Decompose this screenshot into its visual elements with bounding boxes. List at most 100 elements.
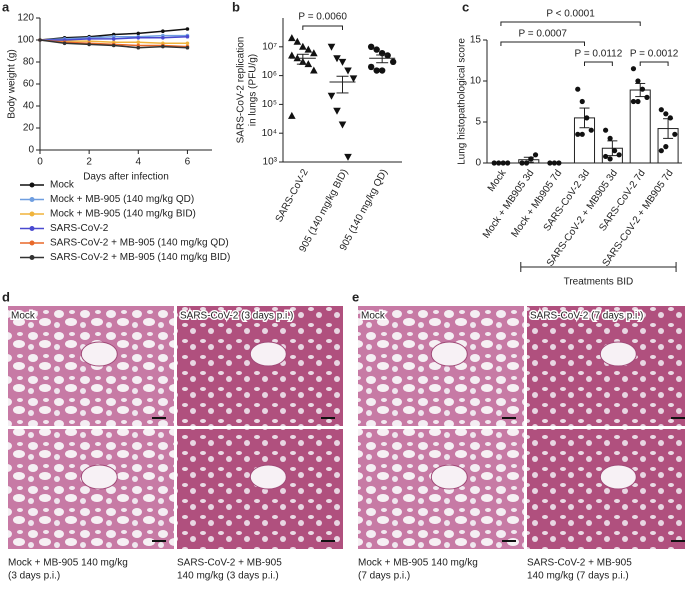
point	[87, 42, 91, 47]
y-axis-label: Body weight (g)	[7, 49, 18, 118]
point	[607, 156, 613, 162]
point	[338, 121, 347, 129]
point	[161, 44, 165, 49]
point	[556, 160, 562, 166]
legend-marker	[29, 197, 35, 202]
point	[288, 111, 296, 119]
point	[612, 148, 618, 154]
point	[299, 42, 307, 50]
airway	[430, 464, 468, 490]
caption: Mock	[361, 311, 386, 322]
point	[575, 131, 581, 137]
point	[603, 153, 609, 160]
airway	[80, 464, 118, 490]
y-tick-label: 20	[23, 123, 35, 134]
x-tick-label: Mock + Mb905 7d	[510, 168, 565, 240]
annotation: P < 0.0001	[546, 9, 595, 20]
caption: SARS-CoV-2 + MB-905	[177, 558, 282, 569]
legend-marker	[29, 240, 35, 246]
point	[519, 160, 525, 166]
point	[575, 86, 581, 92]
point	[185, 41, 190, 46]
point	[136, 31, 141, 36]
legend-label: Mock	[50, 180, 75, 191]
point	[136, 45, 141, 50]
caption: SARS-CoV-2 (7 days p.i.)	[530, 311, 643, 322]
point	[523, 160, 530, 166]
point	[630, 98, 637, 105]
airway	[599, 341, 637, 367]
histology-image	[527, 429, 685, 549]
legend-marker	[29, 255, 35, 260]
bracket	[584, 61, 613, 66]
point	[111, 43, 116, 48]
y-tick-label: 10	[470, 76, 482, 87]
point	[378, 67, 386, 74]
point	[588, 127, 594, 133]
point	[547, 160, 553, 166]
point	[579, 98, 585, 105]
y-tick-label: 0	[475, 158, 481, 169]
point	[635, 98, 641, 105]
bracket	[302, 25, 343, 30]
point	[185, 34, 190, 39]
point	[344, 67, 352, 75]
bracket	[639, 61, 669, 66]
point	[185, 27, 190, 31]
caption: 140 mg/kg (3 days p.i.)	[177, 571, 279, 582]
panel-label: d	[2, 289, 10, 304]
airway	[430, 341, 468, 367]
annotation: P = 0.0007	[518, 29, 567, 40]
point	[288, 51, 296, 59]
point	[644, 94, 650, 100]
x-axis-label: Days after infection	[83, 172, 169, 183]
point	[136, 36, 141, 40]
point	[310, 66, 318, 74]
point	[607, 135, 613, 141]
x-tick-label: 0	[37, 157, 43, 168]
point	[663, 144, 669, 150]
caption: (3 days p.i.)	[8, 571, 60, 582]
airway	[599, 464, 637, 490]
annotation: P = 0.0112	[575, 49, 623, 60]
point	[667, 115, 673, 121]
panel-label: a	[2, 0, 10, 14]
point	[62, 41, 67, 46]
point	[349, 75, 358, 83]
histology-image	[8, 306, 174, 426]
x-tick-label: 2	[86, 157, 92, 168]
x-tick-label: SARS-CoV-2	[274, 167, 311, 224]
panel-label: c	[462, 0, 469, 14]
y-tick-label: 40	[23, 101, 35, 112]
y-tick-label: 10⁷	[262, 41, 277, 52]
point	[500, 160, 506, 166]
point	[327, 43, 336, 51]
point	[111, 37, 116, 41]
panel-label: e	[352, 289, 359, 304]
legend-label: SARS-CoV-2 + MB-905 (140 mg/kg BID)	[50, 252, 230, 263]
y-tick-label: 10⁵	[262, 99, 277, 110]
y-axis-label: in lungs (PFU/g)	[248, 54, 259, 126]
y-tick-label: 0	[28, 145, 34, 156]
histology-image	[358, 429, 524, 549]
legend-label: SARS-CoV-2 + MB-905 (140 mg/kg QD)	[50, 238, 229, 249]
point	[87, 37, 91, 41]
x-tick-label: Mock + MB905 3d	[481, 168, 536, 241]
caption: Mock + MB-905 140 mg/kg	[8, 558, 128, 569]
point	[367, 43, 375, 50]
point	[579, 131, 585, 137]
point	[658, 107, 664, 113]
caption: Mock	[11, 311, 36, 322]
point	[333, 55, 341, 63]
caption: 140 mg/kg (7 days p.i.)	[527, 571, 629, 582]
point	[551, 160, 557, 166]
annotation: P = 0.0012	[630, 49, 679, 60]
point	[630, 66, 637, 72]
point	[635, 78, 641, 84]
point	[528, 156, 534, 162]
x-tick-label: 6	[185, 157, 191, 168]
y-tick-label: 15	[470, 35, 482, 46]
y-tick-label: 10⁶	[262, 70, 277, 81]
y-tick-label: 100	[17, 35, 34, 46]
